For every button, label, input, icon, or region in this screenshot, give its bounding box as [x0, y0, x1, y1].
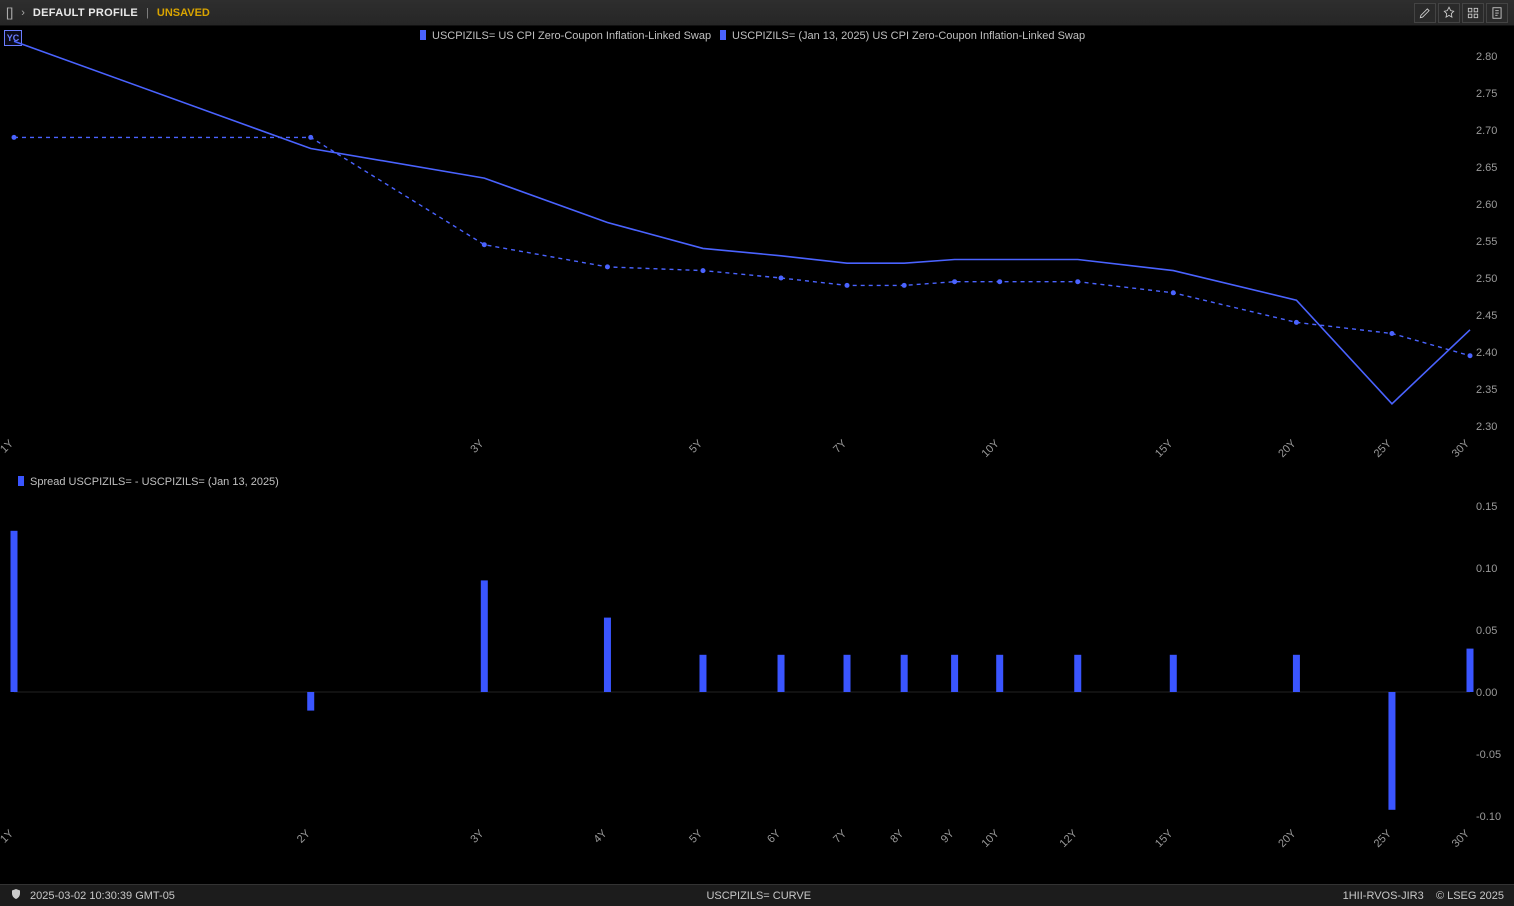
- svg-text:20Y: 20Y: [1276, 437, 1299, 460]
- chart-area: YC 2.302.352.402.452.502.552.602.652.702…: [0, 26, 1514, 884]
- svg-text:2.50: 2.50: [1476, 273, 1497, 285]
- svg-text:1Y: 1Y: [0, 827, 17, 845]
- svg-text:0.15: 0.15: [1476, 501, 1497, 513]
- svg-text:0.00: 0.00: [1476, 687, 1497, 699]
- svg-text:USCPIZILS= US CPI Zero-Coupon: USCPIZILS= US CPI Zero-Coupon Inflation-…: [432, 30, 711, 42]
- status-copyright: © LSEG 2025: [1436, 890, 1504, 902]
- svg-text:30Y: 30Y: [1450, 437, 1473, 460]
- pin-icon[interactable]: [1438, 3, 1460, 23]
- toolbar: [] › DEFAULT PROFILE | UNSAVED: [0, 0, 1514, 26]
- svg-text:2.70: 2.70: [1476, 125, 1497, 137]
- status-id: 1HII-RVOS-JIR3: [1343, 890, 1424, 902]
- svg-text:2.40: 2.40: [1476, 347, 1497, 359]
- svg-text:2.35: 2.35: [1476, 384, 1497, 396]
- status-right: 1HII-RVOS-JIR3 © LSEG 2025: [1343, 890, 1504, 902]
- profile-name[interactable]: DEFAULT PROFILE: [33, 7, 138, 19]
- svg-text:5Y: 5Y: [687, 437, 705, 455]
- svg-text:15Y: 15Y: [1153, 827, 1176, 850]
- status-center: USCPIZILS= CURVE: [706, 890, 811, 902]
- svg-text:2.55: 2.55: [1476, 236, 1497, 248]
- svg-text:9Y: 9Y: [939, 827, 957, 845]
- svg-text:30Y: 30Y: [1450, 827, 1473, 850]
- pencil-icon[interactable]: [1414, 3, 1436, 23]
- svg-text:15Y: 15Y: [1153, 437, 1176, 460]
- svg-text:4Y: 4Y: [592, 827, 610, 845]
- svg-text:2.65: 2.65: [1476, 162, 1497, 174]
- svg-text:3Y: 3Y: [468, 827, 486, 845]
- unsaved-label: UNSAVED: [157, 7, 210, 19]
- svg-text:2.60: 2.60: [1476, 199, 1497, 211]
- bracket-icon: []: [6, 5, 13, 20]
- svg-text:25Y: 25Y: [1372, 437, 1395, 460]
- chart-svg: 2.30 2.35 2.40 2.45 2.50 2.55 2.60 2.65 2.70 2.75…: [0, 26, 1514, 884]
- svg-text:10Y: 10Y: [979, 437, 1002, 460]
- export-icon[interactable]: [1486, 3, 1508, 23]
- svg-text:7Y: 7Y: [831, 437, 849, 455]
- svg-text:2.80: 2.80: [1476, 51, 1497, 63]
- svg-text:0.10: 0.10: [1476, 563, 1497, 575]
- svg-text:2.45: 2.45: [1476, 310, 1497, 322]
- status-timestamp: 2025-03-02 10:30:39 GMT-05: [30, 890, 175, 902]
- svg-text:0.05: 0.05: [1476, 625, 1497, 637]
- svg-text:Spread USCPIZILS= - USCPIZILS: Spread USCPIZILS= - USCPIZILS= (Jan 13, …: [30, 476, 279, 488]
- toolbar-right: [1414, 3, 1508, 23]
- grid-icon[interactable]: [1462, 3, 1484, 23]
- svg-text:USCPIZILS= (Jan 13, 2025) US C: USCPIZILS= (Jan 13, 2025) US CPI Zero-Co…: [732, 30, 1085, 42]
- svg-text:12Y: 12Y: [1058, 827, 1081, 850]
- svg-text:20Y: 20Y: [1276, 827, 1299, 850]
- svg-text:7Y: 7Y: [831, 827, 849, 845]
- toolbar-left: [] › DEFAULT PROFILE | UNSAVED: [6, 5, 210, 20]
- svg-text:-0.10: -0.10: [1476, 811, 1501, 823]
- svg-text:8Y: 8Y: [888, 827, 906, 845]
- svg-text:1Y: 1Y: [0, 437, 17, 455]
- svg-text:3Y: 3Y: [468, 437, 486, 455]
- statusbar: 2025-03-02 10:30:39 GMT-05 USCPIZILS= CU…: [0, 884, 1514, 906]
- shield-icon: [10, 888, 22, 903]
- svg-text:6Y: 6Y: [765, 827, 783, 845]
- svg-text:10Y: 10Y: [979, 827, 1002, 850]
- svg-text:5Y: 5Y: [687, 827, 705, 845]
- svg-text:2.30: 2.30: [1476, 421, 1497, 433]
- svg-text:-0.05: -0.05: [1476, 749, 1501, 761]
- svg-text:25Y: 25Y: [1372, 827, 1395, 850]
- svg-text:2.75: 2.75: [1476, 88, 1497, 100]
- svg-text:2Y: 2Y: [295, 827, 313, 845]
